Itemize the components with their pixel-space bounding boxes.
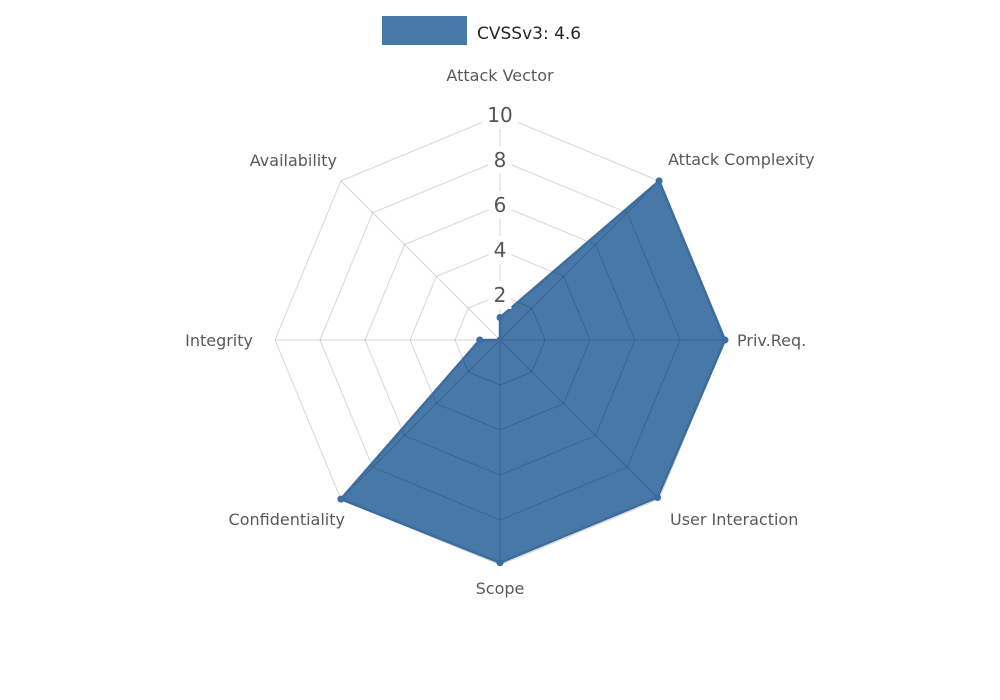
axis-label-attack-complexity: Attack Complexity [668, 150, 815, 169]
vertex-marker-priv-req [721, 336, 729, 344]
axis-label-scope: Scope [476, 579, 525, 598]
radar-chart-layers: 2 4 6 8 10 Attack Vector Attack Complexity Priv… [185, 66, 814, 598]
radial-tick-label-10: 10 [487, 103, 512, 127]
vertex-marker-attack-complexity [655, 177, 663, 185]
radial-tick-label-2: 2 [494, 283, 507, 307]
radar-grid-ring [319, 159, 681, 521]
vertex-marker-integrity [476, 336, 484, 344]
radar-grid-spoke [499, 180, 660, 341]
cvss-score-area [340, 180, 725, 563]
legend: CVSSv3: 4.6 [382, 16, 581, 45]
axis-label-confidentiality: Confidentiality [229, 510, 345, 529]
axis-label-availability: Availability [250, 151, 337, 170]
radial-tick-box-4 [488, 236, 512, 264]
axis-label-attack-vector: Attack Vector [446, 66, 554, 85]
radial-tick-label-4: 4 [494, 238, 507, 262]
radial-tick-box-8 [488, 146, 512, 174]
radar-grid-spoke [499, 339, 660, 500]
radial-tick-box-6 [488, 191, 512, 219]
radial-tick-label-8: 8 [494, 148, 507, 172]
vertex-marker-availability [496, 336, 504, 344]
axis-label-priv-req: Priv.Req. [737, 331, 806, 350]
axis-label-user-interaction: User Interaction [670, 510, 798, 529]
axis-label-integrity: Integrity [185, 331, 253, 350]
vertex-marker-scope [496, 559, 504, 567]
radar-grid-ring [364, 204, 636, 476]
radar-grid-ring [454, 294, 546, 386]
radar-grid-ring [409, 249, 591, 431]
vertex-marker-confidentiality [337, 495, 345, 503]
radar-grid-spoke [340, 180, 501, 341]
vertex-marker-user-interaction [654, 494, 662, 502]
vertex-marker-attack-vector [496, 314, 504, 321]
radial-tick-box-2 [488, 281, 512, 309]
radial-tick-box-10 [482, 101, 518, 129]
radial-tick-label-6: 6 [494, 193, 507, 217]
radar-grid-spoke [340, 339, 501, 500]
legend-label: CVSSv3: 4.6 [477, 24, 581, 44]
legend-swatch [382, 16, 467, 45]
